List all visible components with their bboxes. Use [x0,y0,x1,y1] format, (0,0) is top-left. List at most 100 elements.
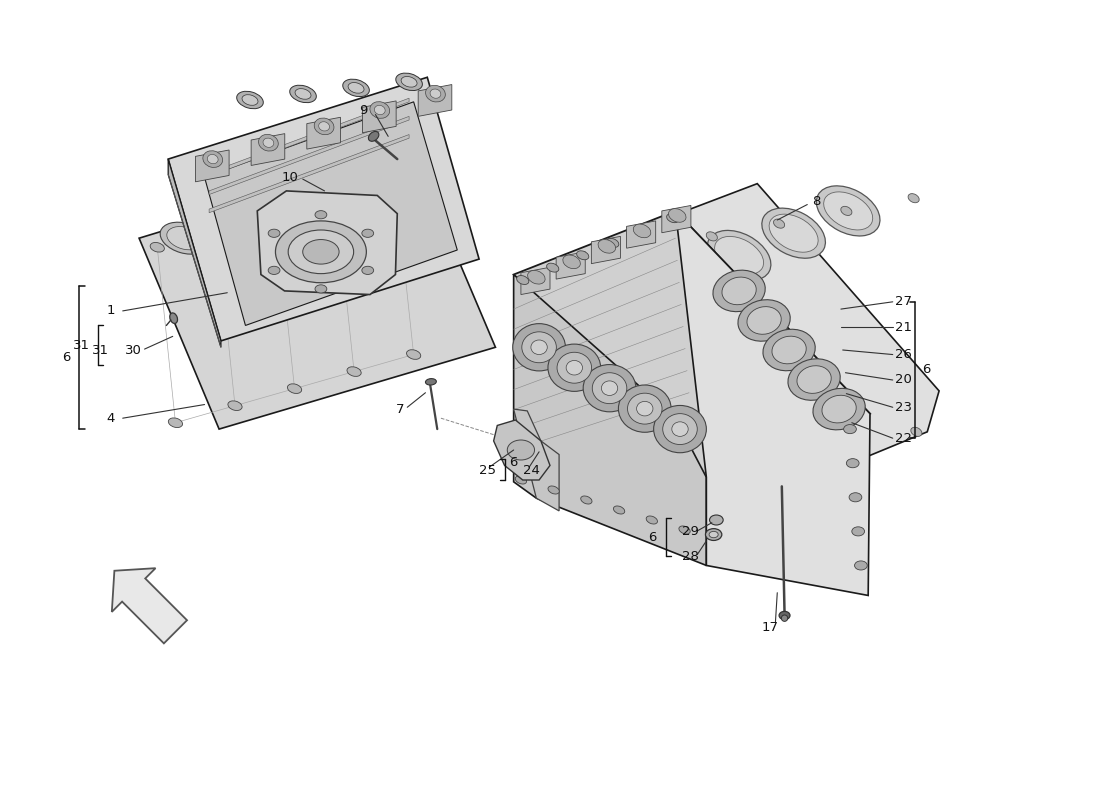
Ellipse shape [581,496,592,504]
Text: 9: 9 [359,105,367,118]
Ellipse shape [781,615,788,622]
Polygon shape [514,409,559,511]
Text: 20: 20 [895,374,912,386]
Ellipse shape [242,94,258,106]
Ellipse shape [652,253,716,302]
Ellipse shape [426,86,446,102]
Ellipse shape [167,226,202,250]
Ellipse shape [396,73,422,90]
Ellipse shape [813,388,866,430]
Ellipse shape [707,230,771,281]
Ellipse shape [566,361,583,375]
Ellipse shape [407,350,420,359]
Ellipse shape [268,229,280,238]
Ellipse shape [168,418,183,427]
Text: 6: 6 [63,351,70,364]
Ellipse shape [822,395,856,423]
Ellipse shape [788,359,840,400]
Ellipse shape [207,154,218,164]
Polygon shape [521,267,550,294]
Text: 30: 30 [124,343,142,357]
Ellipse shape [713,270,766,312]
Ellipse shape [362,266,374,274]
Ellipse shape [747,306,781,334]
Text: 22: 22 [895,432,913,445]
Text: 4: 4 [107,412,114,425]
Ellipse shape [341,175,376,198]
Ellipse shape [263,138,274,147]
Ellipse shape [572,258,583,266]
Ellipse shape [258,134,278,151]
Text: 31: 31 [74,339,90,352]
Text: 6: 6 [649,530,657,544]
Ellipse shape [652,474,663,484]
Ellipse shape [548,344,601,391]
Ellipse shape [667,214,679,222]
Ellipse shape [521,332,557,362]
Ellipse shape [715,237,763,274]
Polygon shape [209,98,409,176]
Ellipse shape [844,425,857,434]
Polygon shape [196,150,229,182]
Ellipse shape [662,414,697,445]
Ellipse shape [348,82,364,93]
Polygon shape [168,78,480,341]
Ellipse shape [592,373,627,404]
Text: 26: 26 [895,348,912,361]
Text: 29: 29 [682,526,698,538]
Ellipse shape [283,193,318,216]
Ellipse shape [370,102,389,118]
Ellipse shape [430,89,441,98]
Ellipse shape [606,238,619,247]
Text: 8: 8 [812,195,821,208]
Ellipse shape [151,242,164,252]
Polygon shape [494,420,550,480]
Ellipse shape [637,226,649,235]
Ellipse shape [315,285,327,293]
Ellipse shape [909,194,920,202]
Ellipse shape [402,77,417,87]
Ellipse shape [515,476,527,484]
Polygon shape [662,206,691,233]
Ellipse shape [563,255,581,269]
Ellipse shape [209,222,223,232]
Polygon shape [563,184,939,502]
Ellipse shape [289,86,317,102]
Ellipse shape [846,439,857,448]
Ellipse shape [374,106,385,114]
Ellipse shape [782,451,793,460]
Ellipse shape [236,91,263,109]
Ellipse shape [228,401,242,410]
Ellipse shape [531,340,548,354]
Ellipse shape [672,422,689,436]
Ellipse shape [576,250,588,260]
Text: 28: 28 [682,550,698,563]
Ellipse shape [598,275,662,325]
Ellipse shape [602,381,618,395]
Text: 24: 24 [522,465,540,478]
Polygon shape [209,134,409,213]
Ellipse shape [846,458,859,468]
Ellipse shape [334,171,383,203]
Text: 23: 23 [895,401,913,414]
Ellipse shape [547,263,559,272]
Polygon shape [205,102,458,326]
Ellipse shape [773,219,784,228]
Text: 31: 31 [91,343,109,357]
Ellipse shape [513,324,565,371]
Ellipse shape [627,393,662,424]
Ellipse shape [717,462,728,472]
Ellipse shape [343,79,370,97]
Ellipse shape [588,486,600,495]
Polygon shape [627,221,656,248]
Ellipse shape [762,208,825,258]
Ellipse shape [618,385,671,432]
Polygon shape [257,191,397,294]
Text: 1: 1 [107,305,114,318]
Ellipse shape [816,186,880,236]
Polygon shape [514,211,870,478]
Ellipse shape [824,192,872,230]
Ellipse shape [710,515,723,525]
Ellipse shape [295,89,311,99]
Ellipse shape [772,336,806,364]
